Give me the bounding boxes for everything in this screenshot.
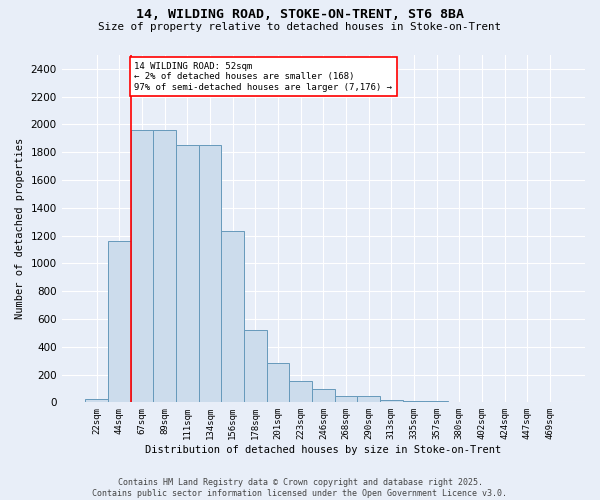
Y-axis label: Number of detached properties: Number of detached properties <box>15 138 25 320</box>
Bar <box>403 401 425 402</box>
Bar <box>289 381 312 402</box>
X-axis label: Distribution of detached houses by size in Stoke-on-Trent: Distribution of detached houses by size … <box>145 445 502 455</box>
Bar <box>108 241 131 402</box>
Bar <box>358 396 380 402</box>
Bar <box>380 400 403 402</box>
Bar <box>312 389 335 402</box>
Bar <box>131 130 154 402</box>
Bar <box>244 330 266 402</box>
Bar <box>266 364 289 403</box>
Bar <box>85 399 108 402</box>
Bar <box>199 144 221 402</box>
Text: Contains HM Land Registry data © Crown copyright and database right 2025.
Contai: Contains HM Land Registry data © Crown c… <box>92 478 508 498</box>
Text: Size of property relative to detached houses in Stoke-on-Trent: Size of property relative to detached ho… <box>98 22 502 32</box>
Bar <box>335 396 358 402</box>
Bar <box>176 144 199 402</box>
Bar <box>154 130 176 402</box>
Bar <box>425 401 448 402</box>
Bar <box>221 232 244 402</box>
Text: 14 WILDING ROAD: 52sqm
← 2% of detached houses are smaller (168)
97% of semi-det: 14 WILDING ROAD: 52sqm ← 2% of detached … <box>134 62 392 92</box>
Text: 14, WILDING ROAD, STOKE-ON-TRENT, ST6 8BA: 14, WILDING ROAD, STOKE-ON-TRENT, ST6 8B… <box>136 8 464 20</box>
